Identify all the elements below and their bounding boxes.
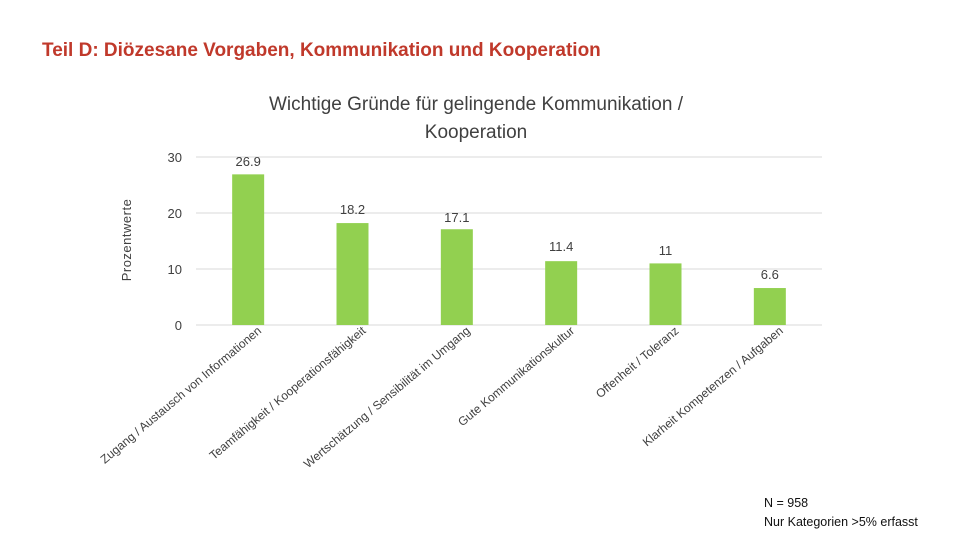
bar xyxy=(232,174,265,325)
y-tick-label: 20 xyxy=(168,206,182,221)
category-note: Nur Kategorien >5% erfasst xyxy=(764,515,918,529)
chart-title-line-2: Kooperation xyxy=(425,122,527,143)
y-tick-label: 10 xyxy=(168,262,182,277)
x-tick-label: Wertschätzung / Sensibilität im Umgang xyxy=(301,324,473,471)
gridlines xyxy=(196,156,822,326)
bar xyxy=(336,223,369,325)
x-tick-label: Gute Kommunikationskultur xyxy=(455,324,577,429)
y-tick-labels: 0 10 20 30 xyxy=(168,150,182,333)
value-label: 11.4 xyxy=(549,239,573,254)
bars xyxy=(232,174,786,325)
sample-size: N = 958 xyxy=(764,496,809,510)
value-label: 6.6 xyxy=(761,267,779,282)
x-tick-label: Zugang / Austausch von Informationen xyxy=(98,324,264,467)
value-labels: 26.9 18.2 17.1 11.4 11 6.6 xyxy=(236,154,779,282)
y-tick-label: 0 xyxy=(175,318,182,333)
y-axis-label: Prozentwerte xyxy=(119,199,134,282)
footnote: N = 958 Nur Kategorien >5% erfasst xyxy=(764,494,918,532)
bar xyxy=(753,288,786,325)
x-tick-labels: Zugang / Austausch von InformationenTeam… xyxy=(98,323,786,471)
value-label: 18.2 xyxy=(340,202,365,217)
value-label: 11 xyxy=(659,243,673,258)
x-tick-label: Offenheit / Toleranz xyxy=(593,324,681,401)
slide-title: Teil D: Diözesane Vorgaben, Kommunikatio… xyxy=(42,40,601,61)
bar xyxy=(649,263,682,325)
bar xyxy=(545,261,578,325)
y-tick-label: 30 xyxy=(168,150,182,165)
value-label: 26.9 xyxy=(236,154,261,169)
value-label: 17.1 xyxy=(444,210,469,225)
chart-title-line-1: Wichtige Gründe für gelingende Kommunika… xyxy=(269,94,684,115)
bar xyxy=(440,229,473,325)
